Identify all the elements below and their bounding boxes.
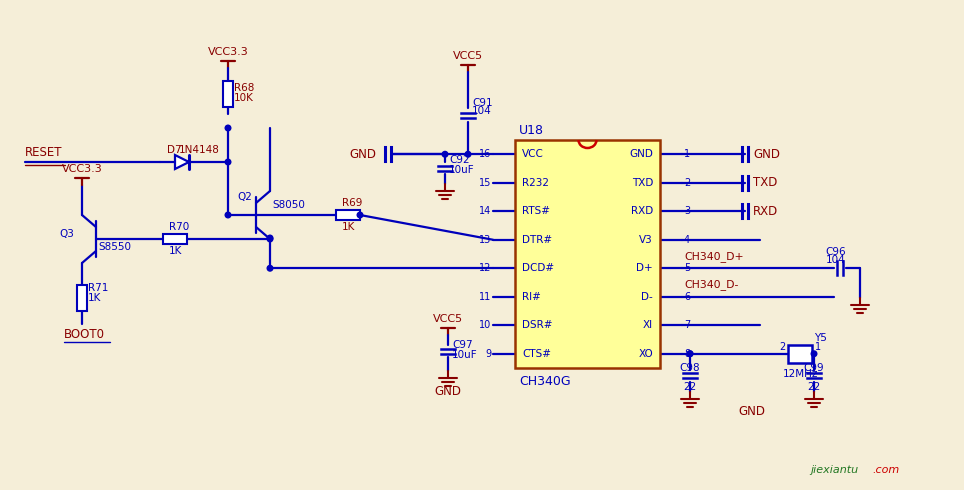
Circle shape <box>466 151 470 157</box>
Text: 9: 9 <box>485 349 491 359</box>
Text: S8050: S8050 <box>272 200 305 210</box>
Text: R70: R70 <box>169 222 189 232</box>
Text: 11: 11 <box>479 292 491 302</box>
Text: 1N4148: 1N4148 <box>179 145 220 155</box>
Text: GND: GND <box>629 149 653 159</box>
Text: C97: C97 <box>452 340 472 350</box>
Text: 10uF: 10uF <box>452 350 477 360</box>
Bar <box>77 285 87 311</box>
Circle shape <box>226 159 230 165</box>
Text: 2: 2 <box>684 178 690 188</box>
Text: R232: R232 <box>522 178 549 188</box>
Text: RTS#: RTS# <box>522 206 550 216</box>
Text: 1K: 1K <box>169 246 182 256</box>
Text: XI: XI <box>643 320 653 330</box>
Text: GND: GND <box>753 148 780 161</box>
Text: 10K: 10K <box>234 93 254 103</box>
Text: 16: 16 <box>479 149 491 159</box>
Circle shape <box>442 151 448 157</box>
Text: 12MHz: 12MHz <box>783 369 817 379</box>
Text: Q2: Q2 <box>237 192 252 202</box>
Bar <box>788 345 812 363</box>
Text: 1: 1 <box>815 342 821 352</box>
Text: D-: D- <box>641 292 653 302</box>
Bar <box>336 210 360 220</box>
Text: 6: 6 <box>684 292 690 302</box>
Text: 1K: 1K <box>342 222 356 232</box>
Text: S8550: S8550 <box>98 242 131 252</box>
Text: 3: 3 <box>684 206 690 216</box>
Text: C98: C98 <box>680 363 700 373</box>
Text: VCC3.3: VCC3.3 <box>62 164 102 174</box>
Text: R69: R69 <box>342 198 362 208</box>
Text: V3: V3 <box>639 235 653 245</box>
Text: 104: 104 <box>826 255 845 265</box>
Text: C91: C91 <box>472 98 493 108</box>
Text: .com: .com <box>872 465 899 475</box>
Circle shape <box>811 351 817 357</box>
Bar <box>163 234 187 244</box>
Text: 4: 4 <box>684 235 690 245</box>
Text: TXD: TXD <box>753 176 777 189</box>
Text: C96: C96 <box>826 247 846 257</box>
Text: 15: 15 <box>478 178 491 188</box>
Text: D7: D7 <box>167 145 181 155</box>
Text: 8: 8 <box>684 349 690 359</box>
Text: RXD: RXD <box>630 206 653 216</box>
Text: Y5: Y5 <box>814 333 827 343</box>
Text: 22: 22 <box>808 382 820 392</box>
Circle shape <box>226 125 230 131</box>
Text: DSR#: DSR# <box>522 320 552 330</box>
Text: DCD#: DCD# <box>522 263 554 273</box>
Text: CTS#: CTS# <box>522 349 551 359</box>
Text: Q3: Q3 <box>59 229 74 239</box>
Text: GND: GND <box>738 405 765 418</box>
Text: 5: 5 <box>684 263 690 273</box>
Circle shape <box>267 235 273 241</box>
Text: RESET: RESET <box>25 146 63 158</box>
Text: C99: C99 <box>804 363 824 373</box>
Text: TXD: TXD <box>631 178 653 188</box>
Text: 14: 14 <box>479 206 491 216</box>
Text: RXD: RXD <box>753 205 778 218</box>
Text: R68: R68 <box>234 83 254 93</box>
Text: R71: R71 <box>88 283 108 293</box>
Text: 12: 12 <box>478 263 491 273</box>
Bar <box>515 140 660 368</box>
Polygon shape <box>175 155 189 169</box>
Text: XO: XO <box>638 349 653 359</box>
Text: 10uF: 10uF <box>449 165 474 175</box>
Text: CH340G: CH340G <box>519 374 571 388</box>
Text: CH340_D-: CH340_D- <box>684 279 738 290</box>
Text: BOOT0: BOOT0 <box>64 327 105 341</box>
Circle shape <box>226 212 230 218</box>
Text: VCC5: VCC5 <box>453 51 483 61</box>
Text: 10: 10 <box>479 320 491 330</box>
Text: VCC5: VCC5 <box>433 314 463 324</box>
Text: 2: 2 <box>779 342 785 352</box>
Text: 1K: 1K <box>88 293 101 303</box>
Text: DTR#: DTR# <box>522 235 552 245</box>
Text: GND: GND <box>349 148 376 161</box>
Text: 1: 1 <box>684 149 690 159</box>
Text: RI#: RI# <box>522 292 541 302</box>
Text: GND: GND <box>435 385 462 397</box>
Text: 13: 13 <box>479 235 491 245</box>
Text: 22: 22 <box>683 382 697 392</box>
Text: VCC3.3: VCC3.3 <box>207 47 249 57</box>
Text: CH340_D+: CH340_D+ <box>684 251 743 262</box>
Circle shape <box>358 212 362 218</box>
Circle shape <box>687 351 693 357</box>
Circle shape <box>267 266 273 271</box>
Circle shape <box>267 236 273 242</box>
Text: 104: 104 <box>472 106 492 116</box>
Bar <box>223 81 233 107</box>
Text: C92: C92 <box>449 155 469 165</box>
Text: D+: D+ <box>636 263 653 273</box>
Text: U18: U18 <box>519 123 544 137</box>
Text: VCC: VCC <box>522 149 544 159</box>
Circle shape <box>687 351 693 357</box>
Text: jiexiantu: jiexiantu <box>810 465 858 475</box>
Text: 7: 7 <box>684 320 690 330</box>
